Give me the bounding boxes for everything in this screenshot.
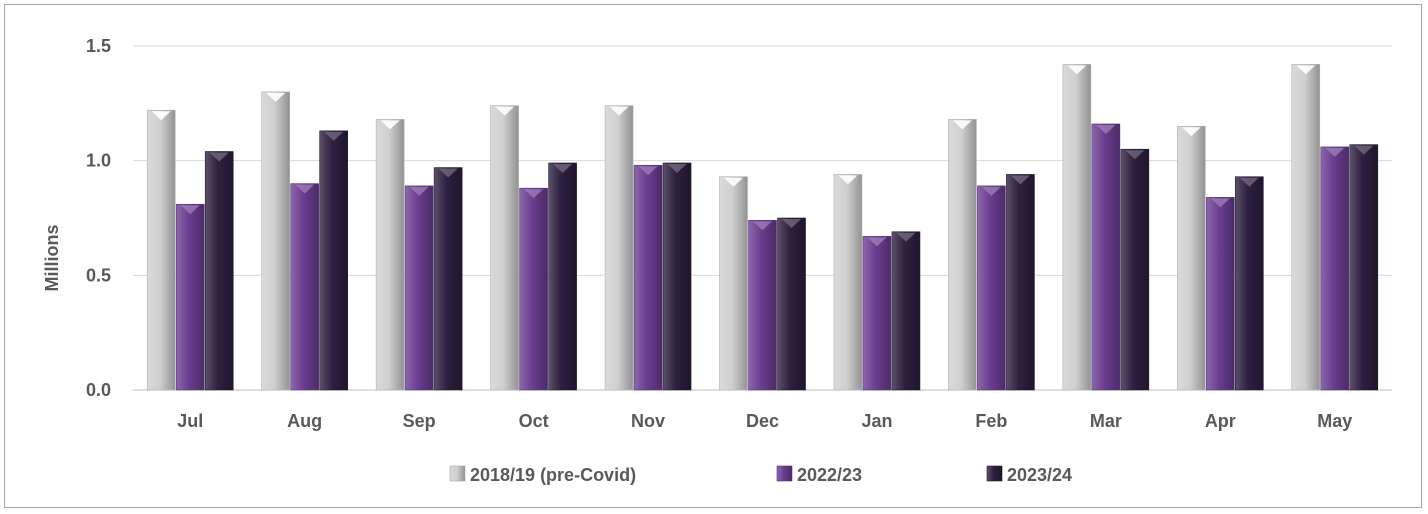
x-tick-label: Dec <box>746 411 779 431</box>
bar <box>948 119 977 391</box>
x-tick-label: Feb <box>975 411 1007 431</box>
bar <box>490 105 519 391</box>
y-axis-ticks: 0.0 0.5 1.0 1.5 <box>86 36 111 400</box>
bar <box>519 187 548 391</box>
legend-swatch <box>449 465 466 482</box>
y-tick-label: 0.5 <box>86 265 111 285</box>
legend: 2018/19 (pre-Covid) 2022/23 2023/24 <box>449 465 1072 485</box>
bar <box>833 174 863 391</box>
x-tick-label: May <box>1317 411 1352 431</box>
x-tick-label: Jul <box>177 411 203 431</box>
y-axis-label: Millions <box>42 225 62 292</box>
bar <box>1091 123 1121 391</box>
bar <box>1006 174 1035 391</box>
bar <box>261 91 290 391</box>
bar <box>146 109 176 391</box>
bar <box>1291 64 1321 391</box>
x-axis-ticks: Jul Aug Sep Oct Nov Dec Jan Feb Mar Apr May <box>177 411 1352 431</box>
bar <box>748 219 777 391</box>
legend-label: 2023/24 <box>1007 465 1072 485</box>
bar <box>662 162 692 391</box>
bar <box>404 185 434 391</box>
bar <box>375 119 405 391</box>
x-tick-label: Sep <box>403 411 436 431</box>
bars <box>146 64 1379 391</box>
bar <box>548 162 577 391</box>
x-tick-label: Mar <box>1090 411 1122 431</box>
legend-swatch <box>986 465 1003 482</box>
bar <box>175 203 205 391</box>
x-tick-label: Apr <box>1205 411 1236 431</box>
bar <box>1235 176 1264 391</box>
bar <box>977 185 1006 391</box>
bar <box>777 217 806 391</box>
bar <box>891 231 921 391</box>
x-tick-label: Aug <box>287 411 322 431</box>
x-tick-label: Jan <box>861 411 892 431</box>
y-tick-label: 1.5 <box>86 36 111 56</box>
x-tick-label: Nov <box>631 411 665 431</box>
legend-item: 2018/19 (pre-Covid) <box>449 465 636 485</box>
bar <box>1320 146 1350 391</box>
bar <box>290 183 319 391</box>
bar <box>319 130 348 391</box>
legend-item: 2022/23 <box>776 465 862 485</box>
bar <box>1120 148 1150 391</box>
legend-swatch <box>776 465 793 482</box>
bar <box>204 151 234 391</box>
bar <box>433 167 463 391</box>
bar <box>1349 144 1379 391</box>
y-tick-label: 0.0 <box>86 380 111 400</box>
x-tick-label: Oct <box>519 411 549 431</box>
legend-label: 2018/19 (pre-Covid) <box>470 465 636 485</box>
y-tick-label: 1.0 <box>86 151 111 171</box>
bar <box>633 164 663 391</box>
legend-label: 2022/23 <box>797 465 862 485</box>
bar <box>1062 64 1092 391</box>
legend-item: 2023/24 <box>986 465 1072 485</box>
bar <box>604 105 634 391</box>
bar <box>862 236 892 391</box>
bar <box>1177 125 1206 391</box>
bar <box>1206 197 1235 391</box>
bar <box>719 176 748 391</box>
